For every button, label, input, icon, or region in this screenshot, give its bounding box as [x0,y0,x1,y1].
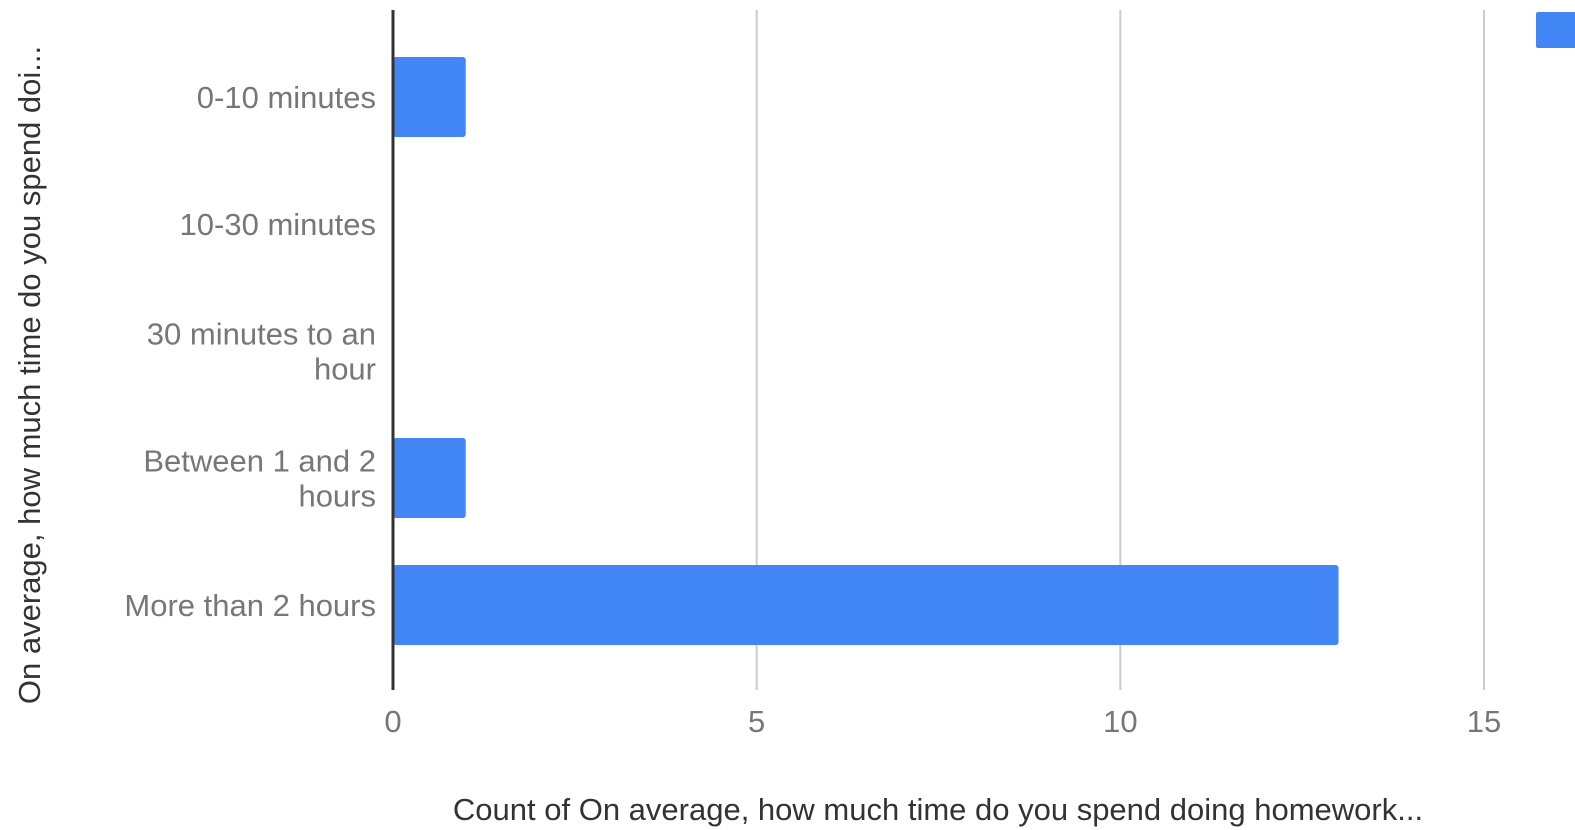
x-tick-label: 5 [748,704,765,739]
x-axis-title: Count of On average, how much time do yo… [453,792,1423,827]
x-tick-label: 15 [1467,704,1501,739]
category-labels: 0-10 minutes 10-30 minutes 30 minutes to a… [124,80,376,623]
x-tick-label: 0 [384,704,401,739]
category-label: More than 2 hours [124,588,376,623]
category-label: 0-10 minutes [197,80,376,115]
x-tick-labels: 0 5 10 15 [384,704,1501,739]
legend-swatch [1536,12,1575,48]
category-label: 30 minutes to an hour [147,317,376,387]
y-axis-title: On average, how much time do you spend d… [12,46,47,704]
bars [393,57,1339,645]
bar [393,57,466,137]
category-label: Between 1 and 2 hours [143,444,376,514]
bar [393,438,466,518]
category-label: 10-30 minutes [180,207,376,242]
x-tick-label: 10 [1103,704,1137,739]
bar [393,565,1339,645]
